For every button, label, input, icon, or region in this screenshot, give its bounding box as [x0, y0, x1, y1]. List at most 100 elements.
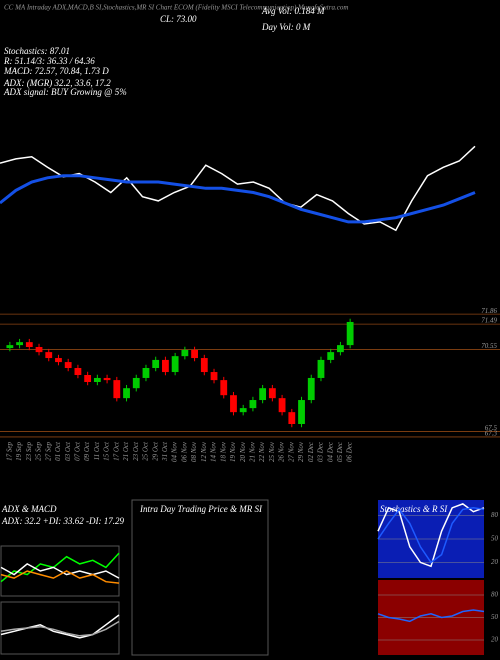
candle-body	[6, 345, 14, 349]
x-tick-label: 21 Nov	[249, 441, 257, 462]
x-tick-label: 12 Nov	[200, 441, 208, 462]
candle-body	[123, 388, 130, 399]
candle-body	[210, 372, 218, 381]
series-line	[377, 503, 485, 568]
x-tick-label: 29 Nov	[297, 441, 305, 462]
candle-body	[317, 359, 325, 378]
candle-body	[298, 400, 305, 424]
panel-frame	[0, 601, 120, 655]
x-tick-label: 31 Oct	[161, 441, 169, 462]
candle-body	[93, 377, 101, 382]
y-tick-label: 70.55	[481, 342, 497, 350]
x-tick-label: 14 Nov	[210, 441, 218, 462]
y-tick-label: 20	[491, 558, 499, 566]
candle-body	[288, 412, 296, 424]
x-tick-label: 03 Dec	[317, 441, 325, 462]
x-tick-label: 29 Oct	[151, 441, 159, 461]
x-tick-label: 23 Sep	[25, 442, 33, 461]
candle-body	[64, 362, 72, 368]
candle-body	[268, 388, 276, 399]
candle-body	[181, 349, 189, 357]
x-tick-label: 21 Oct	[122, 441, 130, 461]
candle-body	[259, 388, 267, 401]
series-line	[0, 145, 476, 232]
annotation: Day Vol: 0 M	[261, 22, 311, 32]
x-tick-label: 25 Oct	[142, 441, 150, 461]
x-tick-label: 17 Sep	[5, 442, 13, 461]
x-tick-label: 15 Oct	[103, 441, 111, 461]
candle-body	[55, 358, 62, 363]
candle-body	[74, 368, 82, 375]
series-line	[0, 563, 120, 579]
candle-body	[191, 349, 198, 359]
candle-body	[142, 368, 150, 378]
x-tick-label: 05 Dec	[336, 441, 344, 462]
candle-body	[84, 375, 92, 382]
x-tick-label: 11 Oct	[93, 441, 101, 460]
y-tick-label: 80	[491, 591, 499, 599]
annotation: ADX signal: BUY Growing @ 5%	[3, 87, 127, 97]
panel-frame	[0, 545, 120, 597]
x-tick-label: 07 Oct	[74, 441, 82, 461]
y-tick-label: 50	[491, 535, 499, 543]
series-line	[0, 614, 120, 639]
candle-body	[35, 347, 43, 353]
annotation: MACD: 72.57, 70.84, 1.73 D	[3, 66, 109, 76]
candle-body	[171, 356, 179, 373]
panel-frame	[131, 499, 269, 656]
candle-body	[249, 400, 257, 409]
x-tick-label: 18 Nov	[219, 441, 227, 462]
candle-body	[337, 345, 344, 353]
x-tick-label: 27 Sep	[44, 442, 52, 461]
x-tick-label: 04 Dec	[326, 441, 334, 462]
panel-title: Stochastics & R SI	[380, 504, 448, 514]
y-tick-label: 71.49	[481, 317, 497, 325]
candle-body	[239, 408, 247, 413]
candle-body	[103, 377, 111, 381]
x-tick-label: 20 Nov	[239, 441, 247, 462]
x-tick-label: 25 Nov	[268, 441, 276, 462]
x-tick-label: 19 Nov	[229, 441, 237, 462]
x-tick-label: 02 Dec	[307, 441, 315, 462]
y-tick-label: 71.86	[481, 307, 497, 315]
y-tick-label: 20	[491, 636, 499, 644]
candle-body	[45, 352, 53, 359]
x-tick-label: 06 Dec	[346, 441, 354, 462]
x-tick-label: 17 Oct	[112, 441, 120, 461]
candle-body	[278, 398, 286, 413]
x-tick-label: 19 Sep	[15, 442, 23, 461]
series-line	[377, 609, 485, 623]
panel-subtitle: ADX: 32.2 +DI: 33.62 -DI: 17.29	[1, 516, 125, 526]
candle-body	[16, 342, 23, 346]
candle-body	[25, 342, 33, 347]
annotation: R: 51.14/3: 36.33 / 64.36	[3, 56, 95, 66]
chart-title: CC MA Intraday ADX,MACD,B SI,Stochastics…	[4, 4, 348, 12]
x-tick-label: 03 Oct	[64, 441, 72, 461]
y-tick-label: 67.5	[485, 424, 498, 432]
y-tick-label: 50	[491, 613, 499, 621]
candle-body	[346, 321, 354, 346]
x-tick-label: 06 Nov	[180, 441, 188, 462]
candle-body	[152, 359, 160, 368]
candle-body	[132, 377, 140, 389]
candle-body	[220, 380, 228, 396]
candle-body	[200, 358, 208, 373]
x-tick-label: 08 Nov	[190, 441, 198, 462]
candle-body	[162, 359, 169, 373]
candle-body	[113, 380, 121, 399]
y-tick-label: 67.3	[485, 430, 498, 438]
x-tick-label: 26 Nov	[278, 441, 286, 462]
annotation: ADX: (MGR) 32.2, 33.6, 17.2	[3, 78, 111, 88]
annotation: CL: 73.00	[160, 14, 197, 24]
panel-title: Intra Day Trading Price & MR SI	[139, 504, 263, 514]
annotation: Avg Vol: 0.184 M	[261, 6, 325, 16]
x-tick-label: 22 Nov	[258, 441, 266, 462]
series-line	[0, 620, 120, 637]
series-line	[0, 174, 476, 224]
panel-title: ADX & MACD	[1, 504, 57, 514]
series-line	[0, 552, 120, 583]
candle-body	[307, 377, 315, 401]
candle-body	[327, 352, 335, 360]
series-line	[0, 570, 120, 584]
